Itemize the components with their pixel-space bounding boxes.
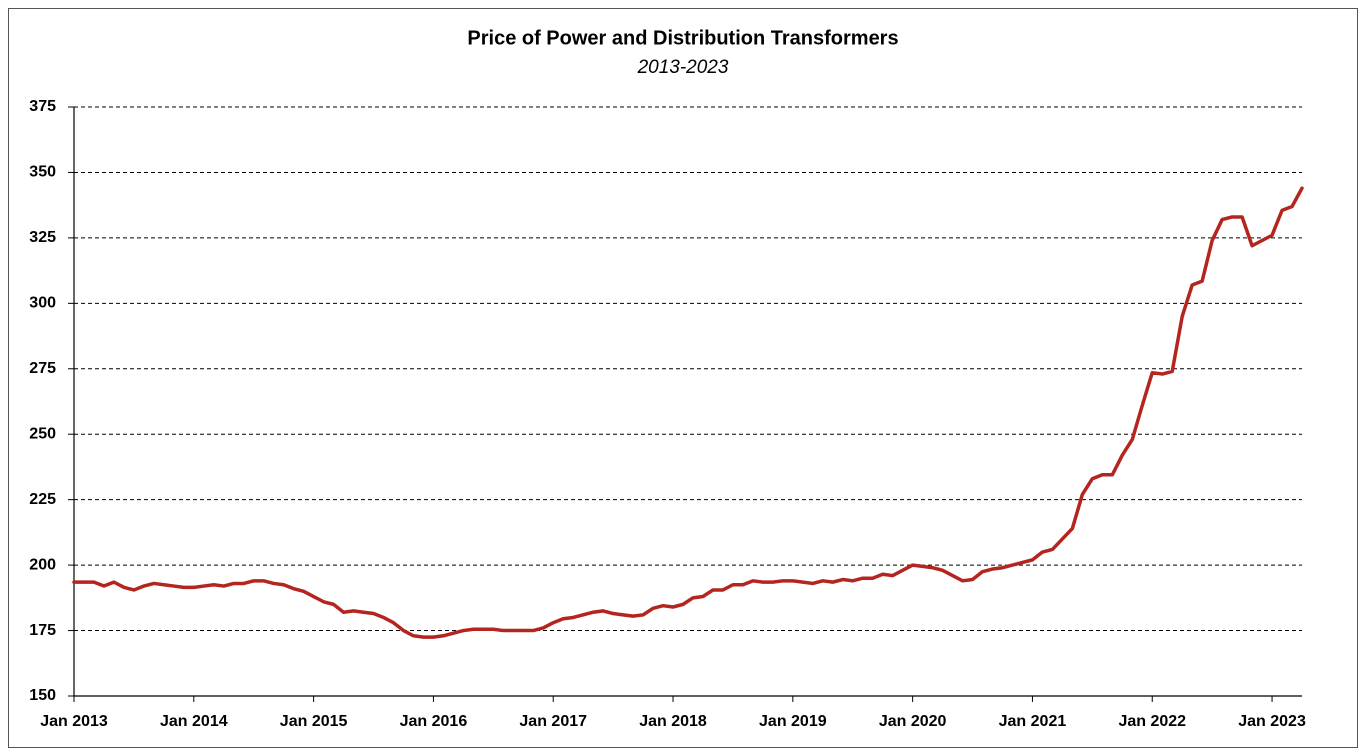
- chart-frame: [8, 8, 1358, 748]
- y-tick-label: 175: [29, 622, 56, 639]
- x-tick-label: Jan 2023: [1238, 713, 1306, 730]
- y-tick-label: 300: [29, 295, 56, 312]
- y-tick-label: 325: [29, 229, 56, 246]
- x-tick-label: Jan 2013: [40, 713, 108, 730]
- x-tick-label: Jan 2020: [879, 713, 947, 730]
- x-tick-label: Jan 2019: [759, 713, 827, 730]
- y-tick-label: 375: [29, 98, 56, 115]
- line-series: [72, 186, 1304, 639]
- x-tick-label: Jan 2018: [639, 713, 707, 730]
- x-tick-label: Jan 2021: [999, 713, 1067, 730]
- y-tick-label: 225: [29, 491, 56, 508]
- x-tick-label: Jan 2014: [160, 713, 228, 730]
- y-tick-label: 250: [29, 425, 56, 442]
- x-tick-label: Jan 2015: [280, 713, 348, 730]
- chart-subtitle: 2013-2023: [637, 57, 729, 78]
- x-tick-label: Jan 2017: [519, 713, 587, 730]
- x-tick-label: Jan 2016: [400, 713, 468, 730]
- x-tick-label: Jan 2022: [1118, 713, 1186, 730]
- y-tick-label: 200: [29, 556, 56, 573]
- y-tick-label: 275: [29, 360, 56, 377]
- y-tick-label: 350: [29, 164, 56, 181]
- chart-title: Price of Power and Distribution Transfor…: [467, 27, 898, 49]
- y-tick-label: 150: [29, 687, 56, 704]
